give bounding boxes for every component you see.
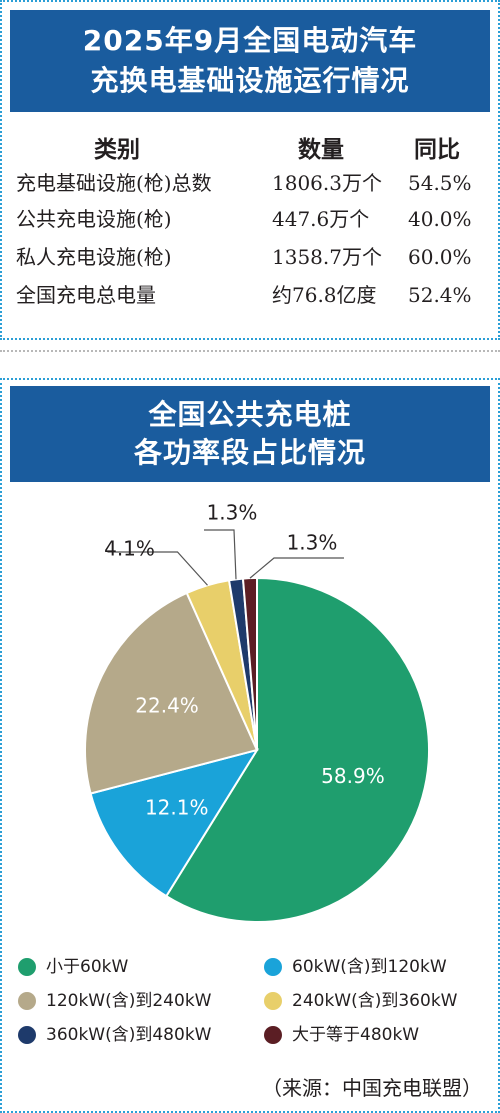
table-row: 公共充电设施(枪) 447.6万个 40.0% — [2, 202, 498, 236]
row-category: 全国充电总电量 — [16, 283, 156, 307]
legend-label: 360kW(含)到480kW — [46, 1025, 212, 1045]
legend-swatch — [264, 992, 282, 1010]
column-header-yoy: 同比 — [414, 137, 460, 163]
column-header-quantity: 数量 — [298, 137, 344, 163]
row-yoy: 60.0% — [408, 245, 472, 269]
slice-label: 12.1% — [145, 796, 209, 820]
pie-slice — [89, 748, 260, 898]
pie-slice — [241, 576, 258, 751]
legend-swatch — [264, 1026, 282, 1044]
row-quantity: 1358.7万个 — [272, 245, 382, 269]
summary-title-line1: 2025年9月全国电动汽车 — [82, 24, 418, 57]
pie-slice — [84, 591, 259, 795]
leader-line — [249, 557, 344, 579]
legend-swatch — [264, 958, 282, 976]
row-yoy: 52.4% — [408, 283, 472, 307]
legend-label: 大于等于480kW — [292, 1025, 420, 1045]
row-quantity: 1806.3万个 — [272, 171, 382, 195]
row-category: 私人充电设施(枪) — [16, 245, 172, 269]
legend-label: 120kW(含)到240kW — [46, 991, 212, 1011]
leader-line — [203, 529, 237, 580]
legend-swatch — [18, 958, 36, 976]
pie-slice — [164, 576, 430, 923]
row-quantity: 447.6万个 — [272, 207, 370, 231]
legend-swatch — [18, 1026, 36, 1044]
pie-title-line2: 各功率段占比情况 — [133, 436, 366, 469]
legend-swatch — [18, 992, 36, 1010]
column-header-category: 类别 — [94, 137, 140, 163]
slice-label: 58.9% — [321, 764, 385, 788]
table-row: 充电基础设施(枪)总数 1806.3万个 54.5% — [2, 166, 498, 200]
table-row: 私人充电设施(枪) 1358.7万个 60.0% — [2, 240, 498, 274]
leader-line — [107, 551, 208, 586]
row-yoy: 54.5% — [408, 171, 472, 195]
row-quantity: 约76.8亿度 — [272, 283, 377, 307]
pie-title-line1: 全国公共充电桩 — [148, 398, 352, 431]
summary-header: 2025年9月全国电动汽车 充换电基础设施运行情况 — [10, 10, 490, 112]
pie-header: 全国公共充电桩 各功率段占比情况 — [10, 386, 490, 482]
table-row: 全国充电总电量 约76.8亿度 52.4% — [2, 278, 498, 312]
summary-panel: 2025年9月全国电动汽车 充换电基础设施运行情况 类别 数量 同比 充电基础设… — [0, 0, 500, 340]
section-divider — [0, 350, 500, 356]
legend-label: 240kW(含)到360kW — [292, 991, 458, 1011]
source-note: （来源：中国充电联盟） — [262, 1076, 482, 1100]
pie-chart: 58.9% 12.1% 22.4% 4.1% 1.3% 1.3% — [84, 501, 430, 923]
row-category: 充电基础设施(枪)总数 — [16, 171, 212, 195]
summary-title-line2: 充换电基础设施运行情况 — [90, 64, 410, 97]
row-category: 公共充电设施(枪) — [16, 207, 172, 231]
legend-label: 60kW(含)到120kW — [292, 957, 447, 977]
row-yoy: 40.0% — [408, 207, 472, 231]
legend-label: 小于60kW — [46, 957, 129, 977]
slice-label: 1.3% — [207, 501, 258, 525]
slice-label: 1.3% — [287, 531, 338, 555]
pie-panel: 全国公共充电桩 各功率段占比情况 58.9% 12.1% 22.4% 4.1% 1.3%… — [0, 378, 500, 1113]
slice-label: 4.1% — [104, 537, 155, 561]
slice-label: 22.4% — [135, 693, 199, 717]
